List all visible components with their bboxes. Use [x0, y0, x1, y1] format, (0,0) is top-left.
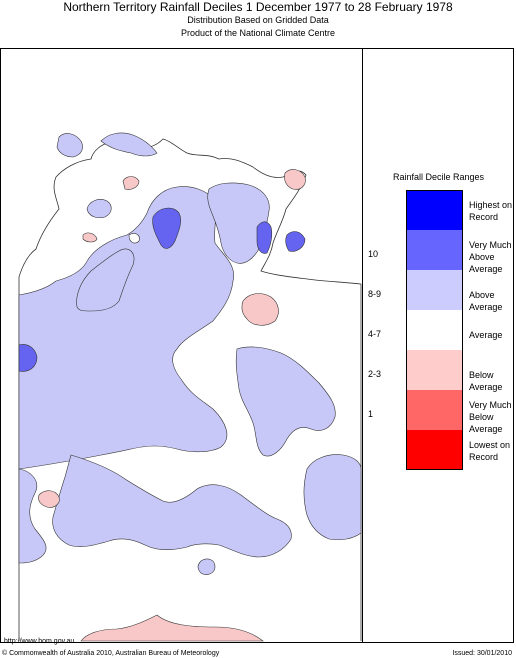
below-average-region-south — [80, 614, 264, 642]
legend-swatch-lowest — [406, 430, 463, 470]
below-average-region-east — [241, 293, 279, 326]
issued-date: Issued: 30/01/2010 — [452, 650, 512, 657]
legend-divider — [362, 48, 363, 643]
above-average-region-north-west — [76, 248, 135, 312]
very-much-above-average-region-west-edge — [18, 344, 38, 372]
below-average-region-north-east — [284, 169, 306, 190]
below-average-region-west — [38, 490, 60, 508]
very-much-above-average-region-groote — [256, 221, 273, 254]
above-average-region-central-band — [52, 454, 292, 558]
very-much-above-average-region-east-coast — [285, 231, 306, 252]
legend-title: Rainfall Decile Ranges — [392, 172, 485, 182]
legend-range-below: 2-3 — [368, 369, 382, 379]
legend-swatch-below — [406, 350, 463, 390]
legend-range-very-much-below: 1 — [368, 409, 374, 419]
legend-swatch-very-much-above — [406, 230, 463, 270]
legend-range-average: 4-7 — [368, 329, 382, 339]
above-average-region-darwin-island — [56, 133, 83, 158]
legend-label-highest: Highest on Record — [469, 200, 513, 222]
copyright-notice: © Commonwealth of Australia 2010, Austra… — [2, 650, 220, 657]
below-average-region-coast-small — [82, 232, 98, 243]
legend-range-above: 8-9 — [368, 289, 382, 299]
below-average-region-north-small — [122, 176, 140, 190]
average-region-central-hole — [128, 233, 140, 244]
northern-territory-map — [18, 132, 362, 642]
map-frame — [0, 48, 514, 643]
map-subtitle-producer: Product of the National Climate Centre — [180, 28, 336, 38]
legend-swatch-highest — [406, 190, 463, 230]
legend-label-lowest: Lowest on Record — [469, 440, 511, 462]
legend-swatch-very-much-below — [406, 390, 463, 430]
legend-swatch-above — [406, 270, 463, 310]
legend-label-below: Below Average — [469, 370, 503, 392]
legend-label-average: Average — [469, 330, 503, 340]
map-subtitle-method: Distribution Based on Gridded Data — [187, 15, 329, 25]
map-title: Northern Territory Rainfall Deciles 1 De… — [63, 0, 453, 14]
legend-label-very-much-below: Very Much Below Average — [469, 400, 512, 434]
above-average-region-north-coast — [100, 132, 158, 157]
above-average-region-top-west — [86, 199, 112, 219]
very-much-above-average-region-central — [152, 207, 181, 249]
above-average-region-arnhem — [207, 182, 270, 264]
legend-label-above: Above Average — [469, 290, 503, 312]
legend-range-very-much-above: 10 — [368, 249, 379, 259]
above-average-region-far-east — [303, 454, 362, 541]
above-average-region-south-central — [197, 558, 216, 575]
above-average-region-west-band — [18, 468, 47, 564]
above-average-region-east — [235, 346, 336, 457]
above-average-region-main — [18, 186, 235, 470]
legend-label-very-much-above: Very Much Above Average — [469, 240, 512, 274]
legend-swatch-average — [406, 310, 463, 350]
source-url[interactable]: http://www.bom.gov.au — [4, 638, 75, 645]
